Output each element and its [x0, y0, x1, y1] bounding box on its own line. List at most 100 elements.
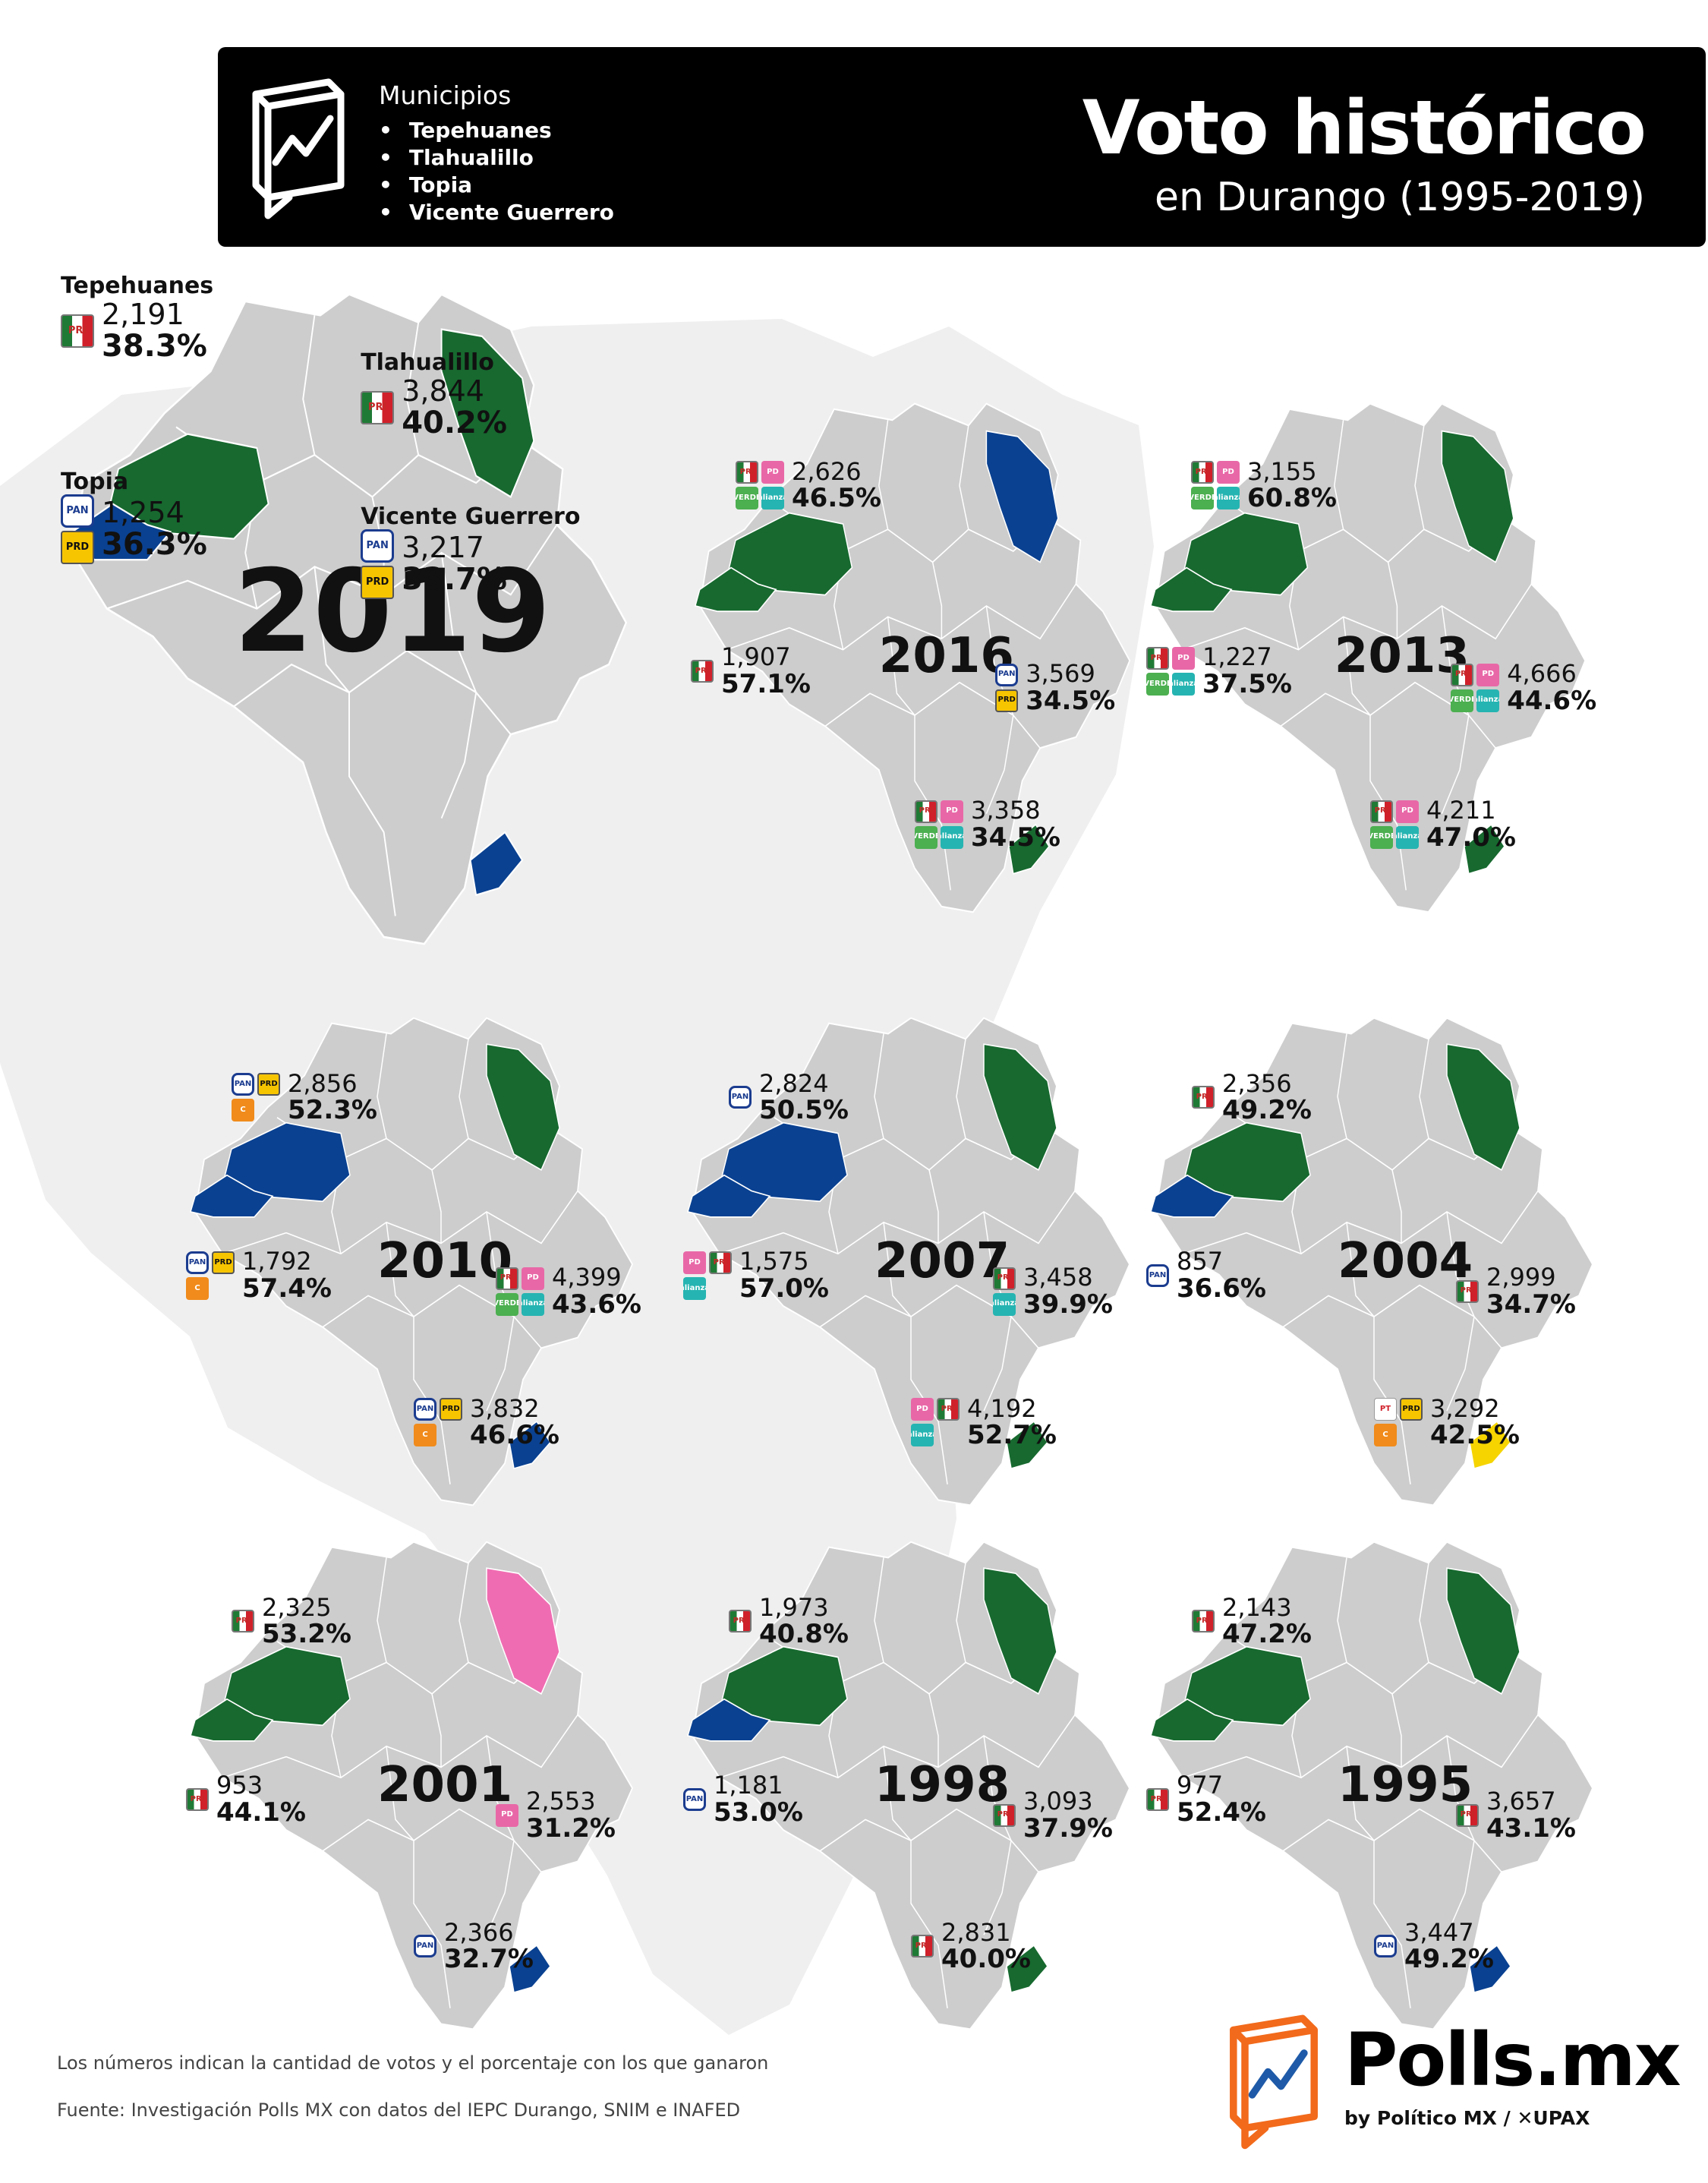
year-label: 2010	[377, 1232, 513, 1289]
vote-count: 1,907	[721, 642, 791, 672]
vote-percentage: 57.0%	[739, 1273, 829, 1304]
vote-count: 1,575	[739, 1247, 809, 1276]
vote-percentage: 49.2%	[1404, 1944, 1494, 1975]
vote-count: 1,792	[242, 1247, 312, 1276]
vicente-guerrero-region	[1008, 823, 1050, 875]
municipal-border	[486, 1735, 515, 1935]
vicente-guerrero-region	[509, 1944, 551, 1994]
panal-party-logo: alianza	[1172, 673, 1195, 696]
pan-party-logo: PAN	[1374, 1935, 1397, 1958]
vote-percentage: 34.5%	[971, 822, 1060, 853]
vote-percentage: 42.5%	[1430, 1420, 1520, 1451]
vote-percentage: 47.0%	[1426, 822, 1516, 853]
municipal-border	[1182, 1190, 1539, 1255]
pri-party-logo: PRI	[61, 314, 94, 348]
pan-party-logo: PAN	[186, 1251, 209, 1274]
panal-party-logo: alianza	[761, 487, 784, 510]
pri-party-logo: PRI	[496, 1267, 518, 1290]
vicente-guerrero-region	[1464, 823, 1505, 875]
vote-percentage: 36.6%	[1177, 1273, 1266, 1304]
vote-percentage: 34.7%	[1486, 1289, 1576, 1320]
party-logos: PRIPDVERDEalianza	[1191, 461, 1240, 510]
pri-party-logo: PRI	[915, 800, 938, 823]
municipal-border	[824, 681, 1041, 749]
map-panel-2004: 2004 PRI 2,356 49.2% PRI 2,999 34.7% PAN 857 36.6…	[1146, 1002, 1602, 1526]
municipio-item: Tlahualillo	[379, 144, 614, 172]
municipal-border	[985, 605, 1014, 815]
vote-percentage: 50.5%	[759, 1095, 849, 1126]
municipal-border	[1181, 583, 1532, 651]
topia-region	[687, 1174, 771, 1218]
vicente-guerrero-region	[1469, 1944, 1511, 1994]
vote-percentage: 52.4%	[1177, 1797, 1266, 1828]
pri-party-logo: PRI	[993, 1267, 1016, 1290]
durango-map-2019	[65, 292, 628, 945]
municipal-border	[431, 1169, 442, 1244]
party-logos: PRI	[1192, 1610, 1215, 1633]
durango-map-2010	[190, 1017, 634, 1506]
tlahualillo-region	[983, 1043, 1057, 1171]
chart-window-icon	[252, 78, 345, 219]
topia-result: Topia PAN PRD 1,254 36.3%	[61, 468, 207, 565]
municipal-border	[928, 1169, 939, 1244]
municipal-border	[459, 1039, 469, 1139]
party-logos: PRI	[1146, 1787, 1169, 1811]
vote-count: 953	[216, 1771, 263, 1800]
municipal-border	[983, 1735, 1012, 1935]
vote-count: 3,569	[1026, 659, 1095, 688]
map-panel-2016: 2016PRIPDVERDEalianza2,62646.5%PANPRD3,5…	[691, 387, 1139, 934]
municipal-border	[983, 1211, 1012, 1412]
pd-party-logo: PD	[941, 800, 963, 823]
tepehuanes-result: PRI 2,325 53.2%	[232, 1595, 351, 1648]
vote-count: 4,399	[552, 1263, 622, 1292]
map-panel-2007: 2007PAN2,82450.5%PRIalianza3,45839.9%PDP…	[683, 1002, 1139, 1526]
party-logos: PAN PRD	[61, 494, 94, 565]
topia-result: PRI 1,907 57.1%	[691, 644, 811, 698]
vote-count: 3,657	[1486, 1787, 1556, 1815]
municipio-name: Tlahualillo	[361, 349, 494, 377]
vote-percentage: 38.3%	[102, 328, 207, 364]
prd-party-logo: PRD	[361, 566, 395, 600]
year-label: 1998	[874, 1756, 1010, 1813]
vicente-guerrero-result: Vicente Guerrero PAN PRD 3,217 33.7%	[361, 503, 580, 600]
year-label: 1995	[1338, 1756, 1473, 1813]
vote-percentage: 40.0%	[941, 1944, 1031, 1975]
vote-percentage: 31.2%	[526, 1812, 616, 1844]
municipal-border	[874, 1033, 884, 1139]
pan-party-logo: PAN	[232, 1073, 254, 1096]
tlahualillo-region	[486, 1567, 560, 1695]
map-panel-1998: 1998 PRI 1,973 40.8% PRI 3,093 37.9% PAN 1,181 53…	[683, 1526, 1139, 2050]
municipios-list: Tepehuanes Tlahualillo Topia Vicente Gue…	[379, 117, 614, 226]
party-logos: PRIPDVERDEalianza	[1370, 800, 1419, 849]
year-label: 2013	[1334, 627, 1470, 684]
topia-region	[694, 566, 777, 613]
pvem-party-logo: VERDE	[1146, 673, 1169, 696]
vote-percentage: 39.9%	[1023, 1289, 1113, 1320]
vicente-guerrero-region	[469, 831, 524, 897]
panal-party-logo: alianza	[522, 1292, 544, 1316]
year-label: 2001	[377, 1756, 513, 1813]
pri-party-logo: PRI	[691, 660, 714, 683]
brand-byline: by Político MX / ✕UPAX	[1344, 2107, 1590, 2129]
party-logos: PRIPDVERDEalianza	[736, 461, 784, 510]
vote-percentage: 36.3%	[102, 527, 207, 563]
topia-result: PAN PRD C 1,792 57.4%	[186, 1248, 332, 1302]
map-panel-1995: 1995 PRI 2,143 47.2% PRI 3,657 43.1% PRI 977 52.4…	[1146, 1526, 1602, 2050]
municipal-border	[386, 1222, 451, 1484]
municipal-border	[1446, 1735, 1475, 1935]
municipal-border	[1419, 1563, 1429, 1663]
pt-party-logo: PT	[1374, 1398, 1397, 1421]
municipal-border	[233, 649, 512, 736]
vicente-guerrero-result: PAN PRD C 3,832 46.6%	[414, 1395, 559, 1450]
pri-party-logo: PRI	[1146, 647, 1169, 670]
party-logos: PAN PRD C	[232, 1073, 280, 1122]
vote-percentage: 53.2%	[262, 1619, 351, 1650]
party-logos: PRI	[1456, 1279, 1479, 1303]
pd-party-logo: PD	[911, 1398, 934, 1421]
municipal-border	[440, 552, 477, 819]
vote-count: 1,973	[759, 1592, 829, 1622]
municipal-border	[819, 1284, 1039, 1349]
vote-count: 4,211	[1426, 796, 1496, 825]
